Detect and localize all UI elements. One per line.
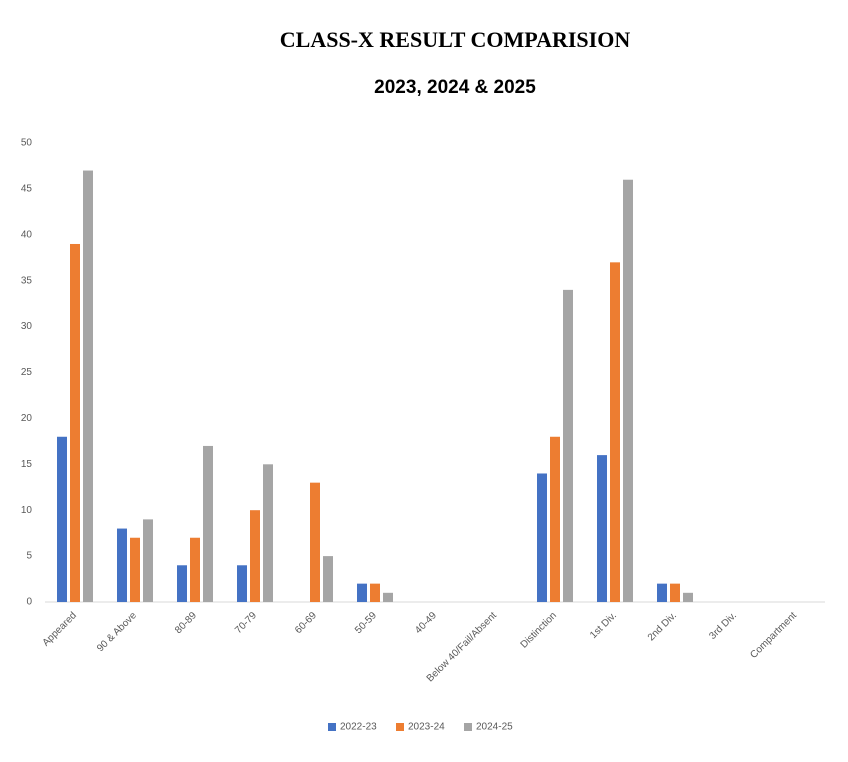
bar — [70, 243, 80, 603]
legend-label: 2023-24 — [408, 722, 445, 733]
bar — [383, 592, 393, 602]
x-tick-label: 3rd Div. — [707, 610, 739, 642]
chart-subtitle: 2023, 2024 & 2025 — [374, 77, 536, 98]
bar — [83, 170, 93, 603]
x-tick-label: Distinction — [519, 610, 559, 650]
x-tick-label: Compartment — [748, 610, 799, 661]
bar — [563, 289, 573, 602]
y-tick-label: 35 — [21, 275, 33, 286]
legend-swatch — [328, 723, 336, 731]
x-tick-label: 50-59 — [353, 610, 379, 636]
legend-swatch — [464, 723, 472, 731]
bar — [370, 583, 380, 602]
bar — [670, 583, 680, 602]
bar — [203, 445, 213, 602]
bar — [610, 262, 620, 602]
y-tick-label: 30 — [21, 321, 33, 332]
legend-label: 2024-25 — [476, 722, 513, 733]
x-tick-label: 90 & Above — [95, 610, 139, 654]
y-tick-label: 5 — [26, 551, 32, 562]
y-tick-label: 40 — [21, 229, 33, 240]
bar — [57, 436, 67, 602]
bar — [550, 436, 560, 602]
y-tick-label: 50 — [21, 138, 33, 149]
y-tick-label: 20 — [21, 413, 33, 424]
x-tick-label: 40-49 — [413, 610, 439, 636]
y-tick-label: 15 — [21, 459, 33, 470]
x-tick-label: 80-89 — [173, 610, 199, 636]
legend-label: 2022-23 — [340, 722, 377, 733]
y-tick-label: 45 — [21, 184, 33, 195]
legend-swatch — [396, 723, 404, 731]
chart-title: CLASS-X RESULT COMPARISION — [280, 27, 631, 52]
bar — [310, 482, 320, 602]
x-tick-label: 70-79 — [233, 610, 259, 636]
bar — [323, 556, 333, 602]
y-tick-label: 10 — [21, 505, 33, 516]
y-tick-label: 25 — [21, 367, 33, 378]
y-tick-label: 0 — [26, 597, 32, 608]
bar — [597, 455, 607, 602]
x-tick-label: 1st Div. — [588, 610, 619, 641]
bar — [263, 464, 273, 602]
bar — [250, 510, 260, 602]
bar — [357, 583, 367, 602]
x-tick-label: Below 40/Fail/Absent — [425, 610, 499, 684]
bar — [117, 528, 127, 602]
bar — [537, 473, 547, 602]
bar — [237, 565, 247, 602]
x-tick-label: 2nd Div. — [646, 610, 679, 643]
bar — [190, 537, 200, 602]
bar — [657, 583, 667, 602]
bar — [177, 565, 187, 602]
bar — [130, 537, 140, 602]
x-tick-label: 60-69 — [293, 610, 319, 636]
bar — [143, 519, 153, 602]
bar — [623, 179, 633, 602]
bar — [683, 592, 693, 602]
x-tick-label: Appeared — [41, 610, 79, 648]
